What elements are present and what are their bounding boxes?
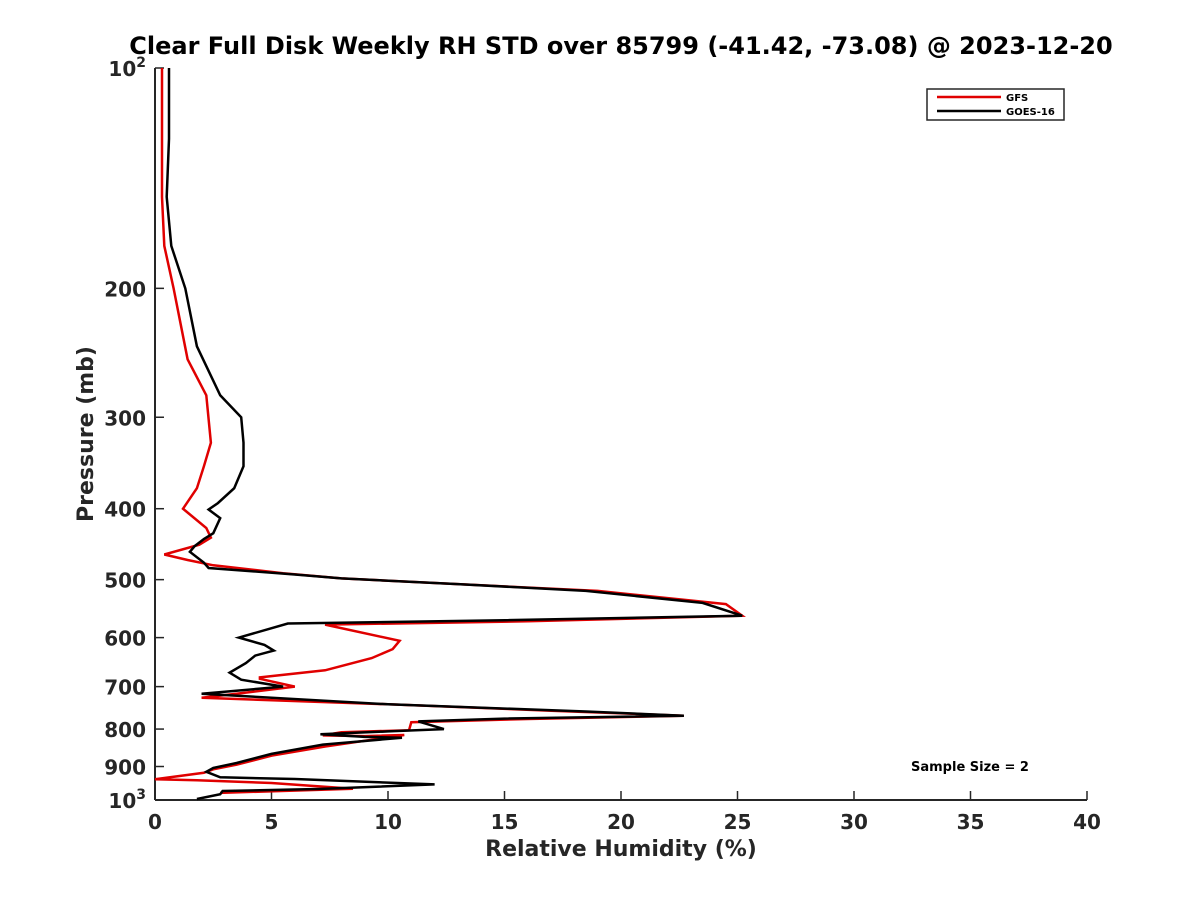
x-tick-label: 0 [148, 810, 162, 834]
y-tick-label: 102 [108, 55, 146, 81]
y-tick-label: 103 [108, 787, 146, 813]
series-lines [154, 68, 746, 801]
legend: GFS GOES-16 [926, 88, 1065, 121]
x-tick-label: 30 [840, 810, 868, 834]
y-tick-label: 800 [104, 718, 146, 742]
y-axis-label: Pressure (mb) [74, 346, 99, 522]
y-tick-label: 500 [104, 569, 146, 593]
y-tick-label: 200 [104, 277, 146, 301]
x-axis-ticks: 0 5 10 15 20 25 30 35 40 [148, 791, 1101, 834]
y-tick-label: 600 [104, 627, 146, 651]
x-tick-label: 25 [724, 810, 752, 834]
sample-size-annotation: Sample Size = 2 [911, 760, 1029, 775]
chart-title: Clear Full Disk Weekly RH STD over 85799… [129, 32, 1112, 60]
y-axis-ticks: 102 200 300 400 500 600 700 800 900 103 [104, 55, 164, 813]
x-tick-label: 20 [607, 810, 635, 834]
y-tick-label: 900 [104, 756, 146, 780]
x-tick-label: 5 [265, 810, 279, 834]
x-tick-label: 15 [491, 810, 519, 834]
y-tick-label: 400 [104, 498, 146, 522]
legend-label-goes16: GOES-16 [1006, 107, 1055, 118]
legend-box [926, 88, 1065, 121]
series-line-goes16 [165, 68, 743, 801]
x-tick-label: 40 [1073, 810, 1101, 834]
x-tick-label: 10 [374, 810, 402, 834]
y-tick-label: 300 [104, 406, 146, 430]
x-tick-label: 35 [957, 810, 985, 834]
x-axis-label: Relative Humidity (%) [485, 837, 757, 862]
legend-label-gfs: GFS [1006, 93, 1028, 104]
y-tick-label: 700 [104, 676, 146, 700]
series-line-gfs [154, 68, 746, 795]
